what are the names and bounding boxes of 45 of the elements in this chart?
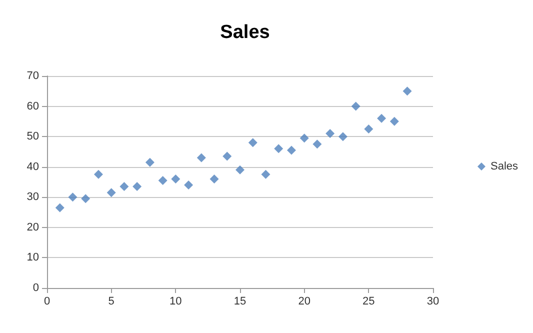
y-tick-label: 40 — [26, 160, 39, 173]
legend-label: Sales — [490, 160, 518, 172]
point — [210, 174, 219, 184]
point — [402, 86, 412, 96]
point — [81, 194, 90, 204]
point — [196, 153, 206, 162]
point — [274, 144, 284, 154]
point — [55, 203, 64, 212]
y-tick-label: 70 — [26, 70, 39, 82]
point — [312, 140, 322, 149]
y-tick-label: 20 — [26, 221, 39, 234]
x-tick-label: 0 — [44, 296, 50, 308]
y-tick-label: 60 — [26, 100, 39, 112]
point — [106, 188, 116, 198]
point — [222, 152, 232, 161]
y-tick-label: 0 — [32, 282, 39, 294]
chart-title: Sales — [220, 22, 270, 43]
point — [338, 132, 348, 142]
point — [132, 182, 142, 192]
y-tick-label: 50 — [26, 130, 39, 143]
point — [158, 176, 168, 185]
point — [68, 192, 78, 202]
x-tick-label: 30 — [426, 296, 440, 308]
point — [286, 146, 296, 155]
y-tick-label: 10 — [26, 252, 39, 264]
x-tick-label: 10 — [170, 296, 182, 308]
point — [94, 170, 103, 179]
point — [248, 138, 258, 148]
point — [377, 114, 386, 123]
point — [145, 158, 154, 167]
x-tick-label: 25 — [362, 296, 375, 308]
point — [184, 180, 194, 190]
x-tick-label: 15 — [234, 296, 246, 308]
point — [236, 165, 244, 174]
point — [120, 182, 129, 192]
point — [171, 174, 180, 184]
point — [364, 124, 374, 134]
point — [351, 102, 360, 111]
x-tick-label: 20 — [298, 296, 310, 308]
x-tick-label: 5 — [108, 296, 114, 308]
point — [300, 134, 309, 143]
point — [326, 129, 335, 138]
point — [390, 116, 399, 126]
point — [261, 170, 270, 179]
y-tick-label: 30 — [26, 191, 39, 204]
